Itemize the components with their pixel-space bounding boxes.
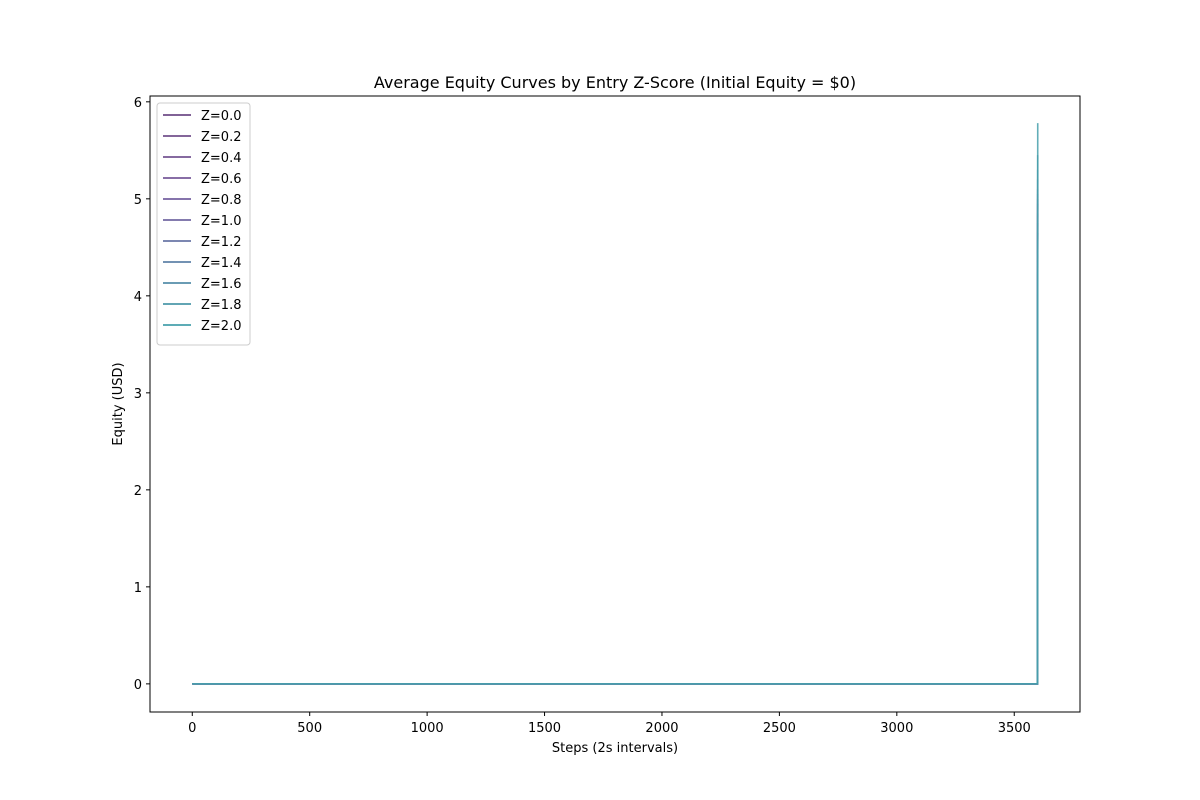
- y-axis-label: Equity (USD): [111, 362, 126, 445]
- y-tick-label: 1: [134, 581, 142, 596]
- x-tick-label: 500: [297, 721, 322, 736]
- legend-label: Z=0.0: [201, 109, 241, 124]
- legend-label: Z=1.2: [201, 235, 241, 250]
- legend-label: Z=0.4: [201, 151, 241, 166]
- y-tick-label: 2: [134, 484, 142, 499]
- legend: Z=0.0 Z=0.2 Z=0.4 Z=0.6 Z=0.8 Z=1.0 Z=1.2 Z=1.4…: [156, 102, 251, 346]
- legend-label: Z=0.8: [201, 193, 241, 208]
- x-axis-label: Steps (2s intervals): [552, 741, 678, 756]
- y-tick-label: 4: [134, 290, 142, 305]
- legend-box: [156, 102, 251, 346]
- plot-lines: [192, 123, 1039, 685]
- chart-title: Average Equity Curves by Entry Z-Score (…: [374, 73, 856, 92]
- legend-label: Z=2.0: [201, 319, 241, 334]
- x-tick-label: 1500: [528, 721, 561, 736]
- series-line-10: [192, 123, 1039, 685]
- y-tick-label: 6: [134, 96, 142, 111]
- legend-label: Z=1.8: [201, 298, 241, 313]
- y-tick-label: 0: [134, 678, 142, 693]
- x-tick-label: 3500: [998, 721, 1031, 736]
- legend-label: Z=1.4: [201, 256, 241, 271]
- y-tick-label: 3: [134, 387, 142, 402]
- x-axis: 0 500 1000 1500 2000 2500 3000 3500: [188, 712, 1031, 736]
- legend-label: Z=0.2: [201, 130, 241, 145]
- x-tick-label: 0: [188, 721, 196, 736]
- y-axis: 0 1 2 3 4 5 6: [134, 96, 150, 693]
- legend-label: Z=0.6: [201, 172, 241, 187]
- y-tick-label: 5: [134, 193, 142, 208]
- legend-label: Z=1.0: [201, 214, 241, 229]
- axes-frame: [149, 95, 1081, 713]
- x-tick-label: 3000: [880, 721, 913, 736]
- x-tick-label: 2000: [645, 721, 678, 736]
- x-tick-label: 2500: [763, 721, 796, 736]
- x-tick-label: 1000: [411, 721, 444, 736]
- legend-label: Z=1.6: [201, 277, 241, 292]
